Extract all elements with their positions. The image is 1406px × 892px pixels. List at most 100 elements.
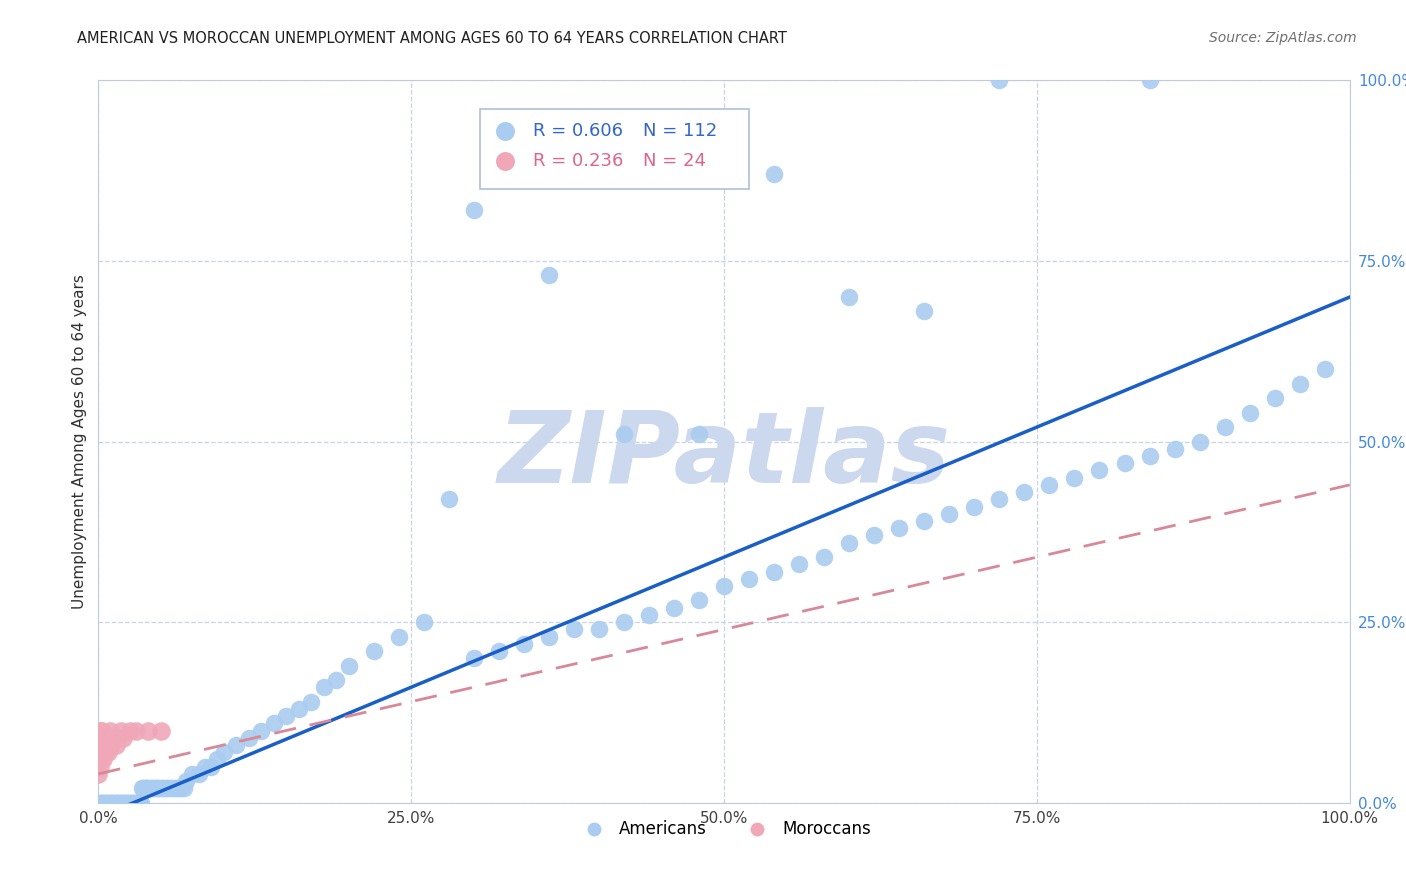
Point [132, 781, 155, 796]
Point [412, 615, 434, 630]
Point [463, 203, 485, 218]
Point [763, 565, 786, 579]
Point [115, 796, 138, 810]
Point [107, 796, 129, 810]
Point [131, 781, 153, 796]
Point [1264, 391, 1286, 405]
Point [136, 781, 159, 796]
Point [1063, 470, 1085, 484]
Point [91, 745, 114, 759]
Point [124, 796, 146, 810]
Point [112, 796, 135, 810]
Point [173, 781, 195, 796]
Point [110, 723, 132, 738]
Point [150, 781, 173, 796]
Point [120, 796, 142, 810]
Point [103, 796, 125, 810]
Point [688, 593, 710, 607]
Point [912, 514, 935, 528]
Point [143, 781, 166, 796]
Point [135, 781, 157, 796]
Point [938, 507, 960, 521]
Point [89, 760, 111, 774]
Point [127, 796, 149, 810]
Point [613, 427, 636, 442]
Point [312, 680, 335, 694]
Point [104, 738, 127, 752]
Point [238, 731, 260, 745]
Point [104, 796, 127, 810]
Point [763, 167, 786, 181]
Point [1313, 362, 1336, 376]
Point [148, 781, 170, 796]
Point [1163, 442, 1185, 456]
Point [1038, 478, 1060, 492]
Point [98, 723, 121, 738]
Point [138, 723, 160, 738]
Text: N = 24: N = 24 [643, 153, 706, 170]
Point [613, 615, 636, 630]
Point [160, 781, 183, 796]
Point [863, 528, 886, 542]
Point [463, 651, 485, 665]
Text: N = 112: N = 112 [643, 122, 717, 140]
Point [688, 427, 710, 442]
Point [156, 781, 179, 796]
Text: ZIPatlas: ZIPatlas [498, 408, 950, 505]
Point [337, 658, 360, 673]
Point [89, 723, 111, 738]
Point [111, 796, 134, 810]
Point [94, 738, 117, 752]
Point [93, 796, 115, 810]
Point [494, 124, 516, 138]
Point [513, 637, 536, 651]
Point [115, 796, 138, 810]
Point [200, 760, 222, 774]
Point [1139, 73, 1161, 87]
Point [105, 796, 128, 810]
Point [91, 723, 114, 738]
Point [174, 774, 197, 789]
Point [118, 796, 141, 810]
Point [107, 731, 129, 745]
Point [93, 796, 115, 810]
Legend: Americans, Moroccans: Americans, Moroccans [571, 814, 877, 845]
Point [118, 723, 141, 738]
Point [274, 709, 298, 723]
Point [155, 781, 177, 796]
Point [287, 702, 309, 716]
Point [787, 558, 810, 572]
Point [167, 781, 190, 796]
Point [250, 723, 273, 738]
Point [104, 796, 127, 810]
Point [713, 579, 735, 593]
Point [90, 731, 112, 745]
Point [1239, 406, 1261, 420]
Point [90, 752, 112, 766]
Point [128, 796, 150, 810]
Point [813, 550, 835, 565]
Text: Source: ZipAtlas.com: Source: ZipAtlas.com [1209, 31, 1357, 45]
Point [988, 73, 1011, 87]
Point [207, 752, 229, 766]
Point [142, 781, 165, 796]
Point [89, 796, 111, 810]
Point [212, 745, 235, 759]
Point [112, 731, 135, 745]
Point [100, 796, 122, 810]
Point [170, 781, 193, 796]
Point [114, 796, 136, 810]
Point [889, 521, 911, 535]
Point [562, 623, 585, 637]
Point [96, 796, 118, 810]
Point [125, 723, 148, 738]
Point [117, 796, 139, 810]
Point [194, 760, 217, 774]
Text: R = 0.606: R = 0.606 [533, 122, 623, 140]
Point [838, 535, 860, 549]
Point [103, 731, 125, 745]
Point [87, 767, 110, 781]
Point [537, 268, 560, 283]
Point [121, 796, 143, 810]
Point [110, 796, 132, 810]
